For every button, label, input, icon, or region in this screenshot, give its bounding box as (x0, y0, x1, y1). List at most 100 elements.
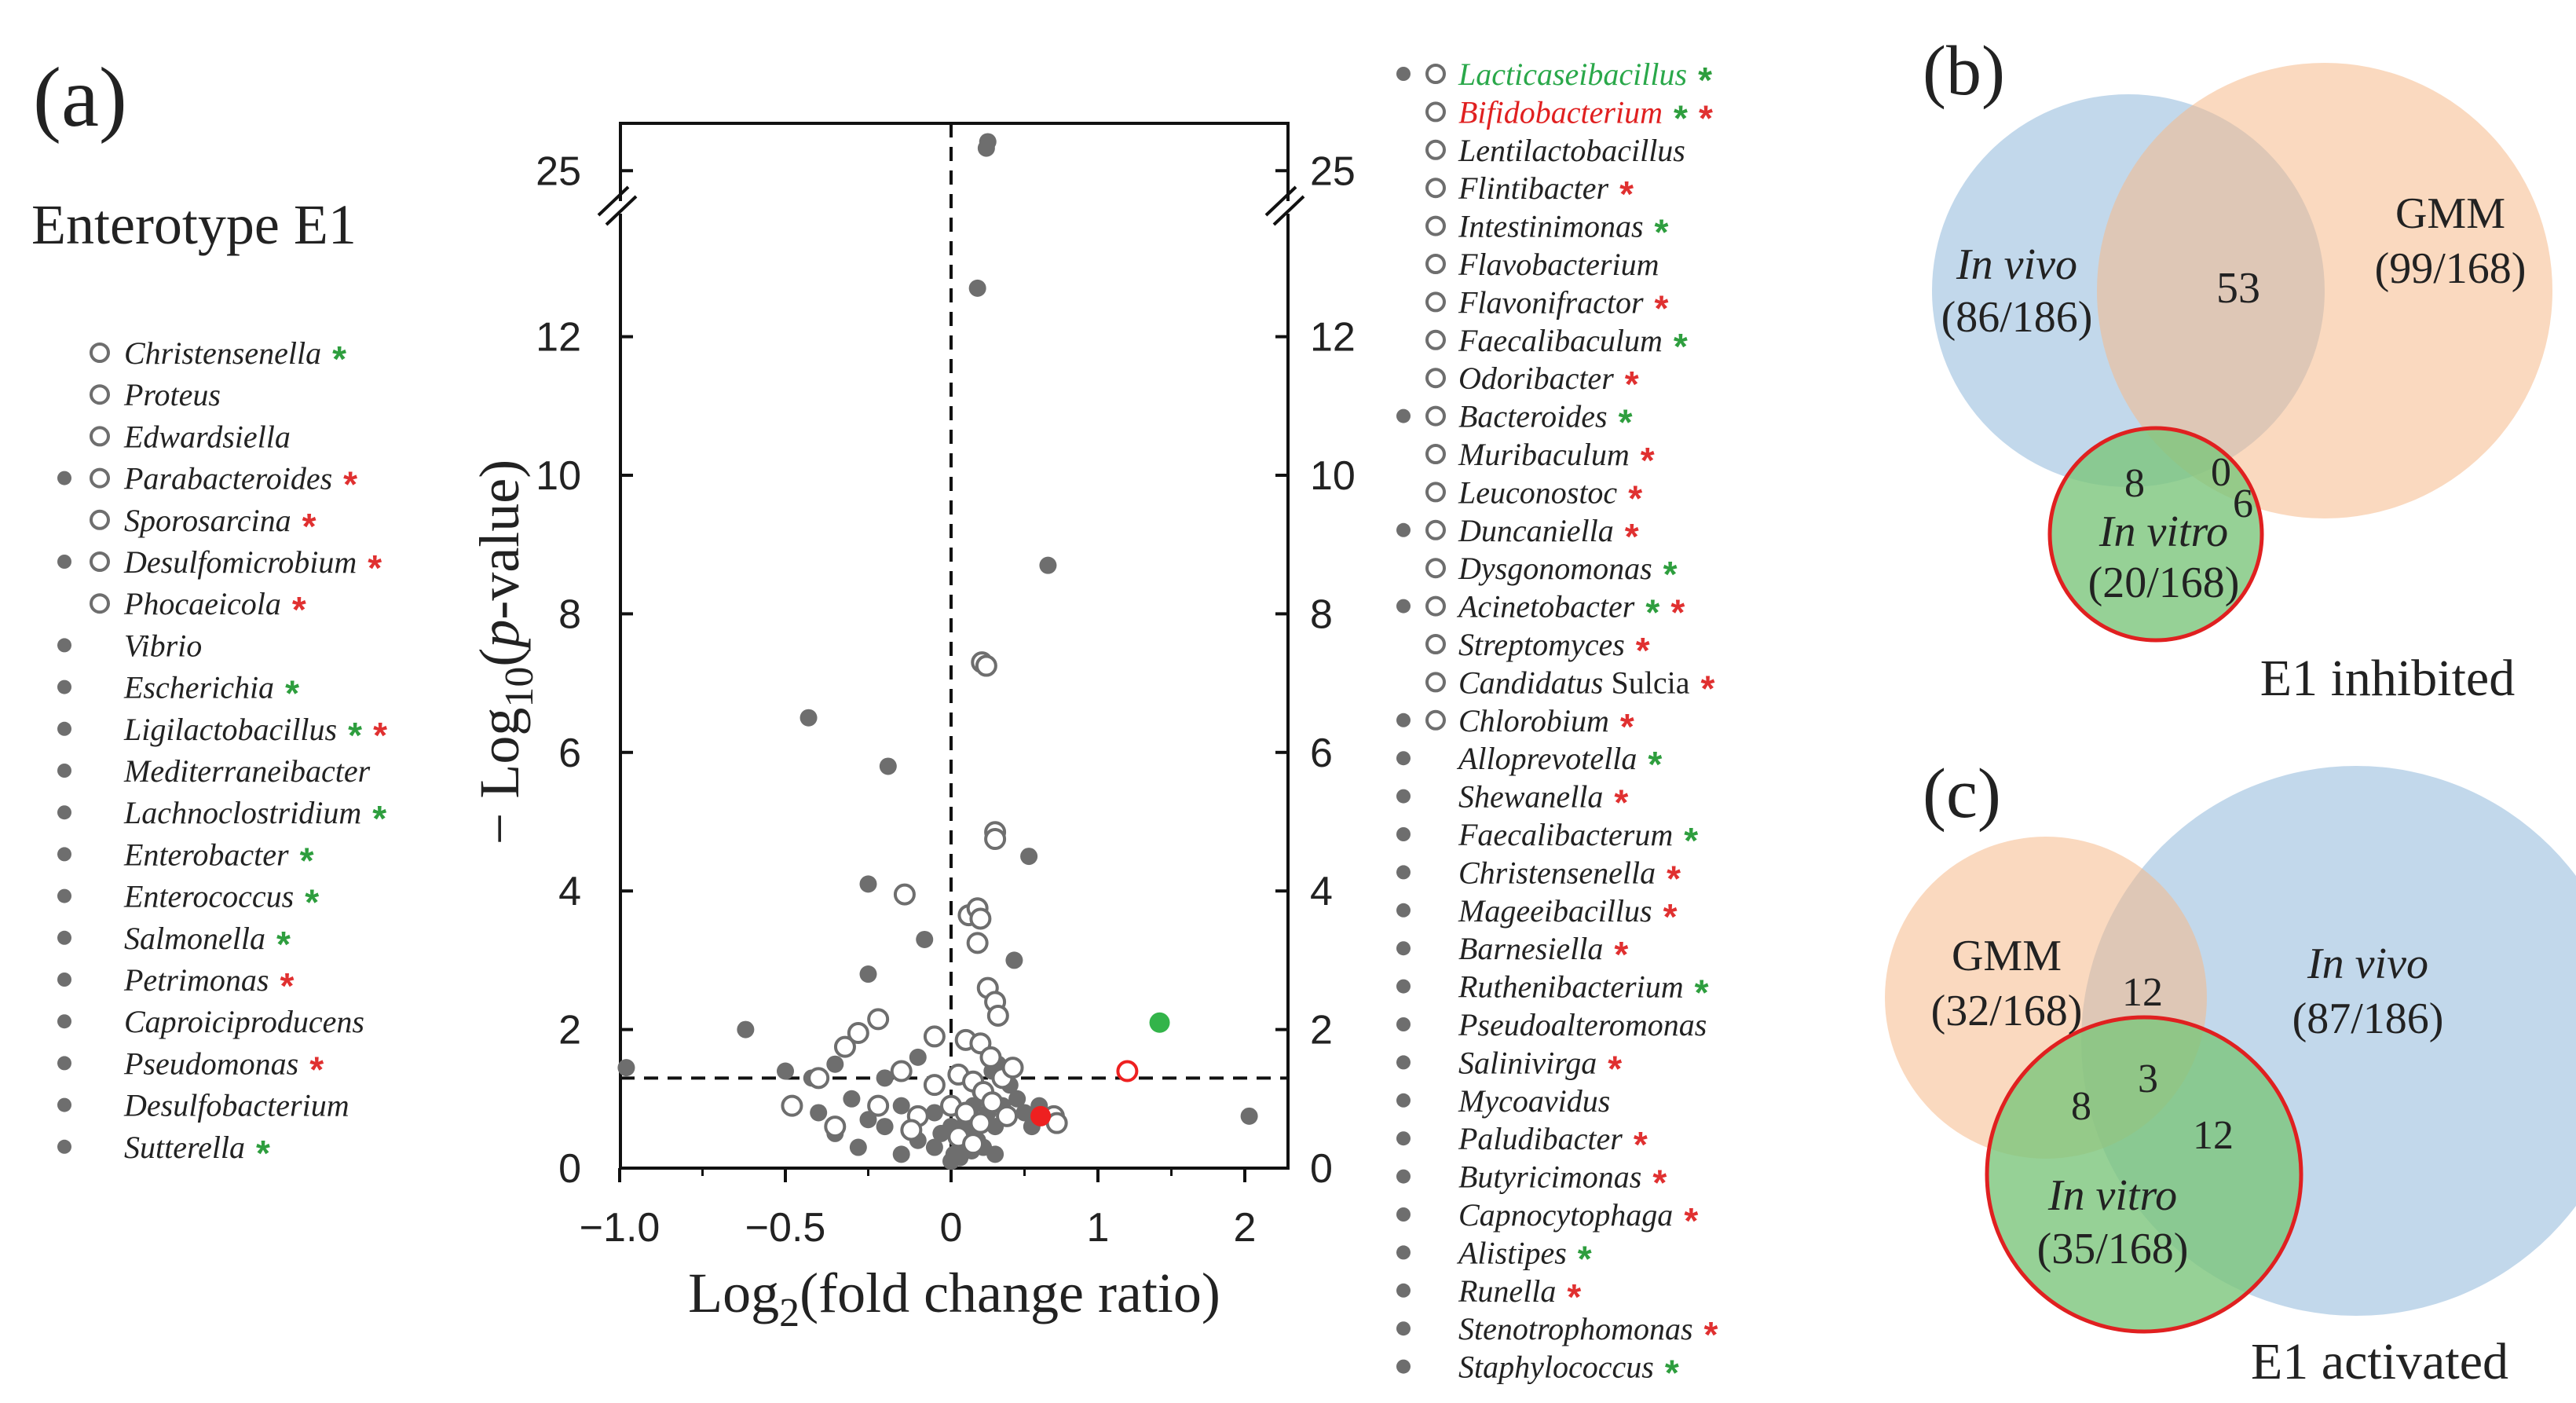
genus-name: Streptomyces (1458, 627, 1625, 662)
right-legend-item: Mageeibacillus * (1396, 893, 1678, 937)
right-legend-item: Duncaniella * (1396, 513, 1639, 557)
right-legend-item: Pseudoalteromonas (1396, 1007, 1707, 1042)
green-star-icon: * (1645, 592, 1659, 633)
right-legend-item: Streptomyces * (1425, 627, 1650, 671)
left-legend-item: Salmonella * (57, 921, 291, 965)
genus-name-italic: Streptomyces (1458, 627, 1625, 662)
genus-name: Lentilactobacillus (1458, 133, 1685, 168)
point-filled (737, 1020, 755, 1039)
right-legend-item: Faecalibaculum * (1425, 323, 1688, 367)
point-filled (892, 1097, 910, 1115)
point-filled (1015, 1104, 1034, 1122)
green-star-icon: * (276, 924, 291, 965)
x-axis-label-sub: 2 (779, 1291, 800, 1335)
x-tick-label: −1.0 (580, 1205, 660, 1251)
right-legend-item: Flavobacterium (1425, 247, 1659, 282)
venn-c-gmm-label: GMM (1952, 932, 2062, 980)
point-filled (986, 1145, 1004, 1163)
genus-name: Faecalibacterum (1458, 817, 1673, 852)
break-slash (1272, 195, 1305, 226)
venn-c-invitro-circle (1985, 1015, 2303, 1334)
genus-name-italic: Flavobacterium (1458, 247, 1659, 282)
right-legend-item: Flavonifractor * (1425, 284, 1669, 328)
venn-c-n12b: 12 (2193, 1113, 2234, 1158)
genus-name: Stenotrophomonas (1458, 1311, 1693, 1346)
filled-marker (57, 805, 71, 820)
green-star-icon: * (1674, 326, 1688, 367)
genus-name: Ligilactobacillus (123, 712, 337, 747)
genus-name-italic: Alistipes (1456, 1235, 1567, 1270)
open-marker (1425, 178, 1446, 199)
red-star-icon: * (1636, 630, 1650, 671)
right-legend-item: Dysgonomonas * (1425, 551, 1678, 595)
filled-marker (57, 847, 71, 862)
genus-name-italic: Phocaeicola (123, 586, 281, 621)
venn-b-caption: E1 inhibited (2260, 650, 2515, 707)
red-star-icon: * (1634, 1124, 1648, 1165)
filled-marker (57, 471, 71, 485)
point-open (923, 1074, 946, 1097)
green-star-icon: * (256, 1133, 270, 1174)
right-legend-item: Alloprevotella * (1396, 741, 1662, 785)
filled-marker (1396, 827, 1411, 841)
right-legend-item: Acinetobacter * * (1396, 589, 1685, 633)
filled-marker (57, 973, 71, 987)
genus-name: Mediterraneibacter (123, 753, 371, 789)
genus-name-italic: Runella (1458, 1273, 1556, 1309)
point-filled (777, 1062, 794, 1080)
venn-c-gmm-count: (32/168) (1931, 987, 2083, 1035)
red-star-icon: * (1625, 516, 1639, 557)
break-slash (605, 195, 638, 226)
genus-name-italic: Vibrio (124, 628, 202, 663)
filled-marker (57, 638, 71, 653)
filled-marker (1396, 522, 1411, 537)
genus-name: Faecalibaculum (1458, 323, 1663, 358)
genus-name: Runella (1458, 1273, 1556, 1309)
right-legend-item: Lacticaseibacillus * (1396, 57, 1712, 101)
y-axis-label: − Log10(p-value) (468, 460, 542, 844)
point-filled (879, 757, 897, 775)
point-filled (1039, 556, 1057, 574)
filled-marker (1396, 789, 1411, 804)
genus-name-italic: Chlorobium (1458, 703, 1609, 738)
genus-name: Proteus (123, 377, 221, 412)
venn-b: (b) In vivo (86/186) GMM (99/168) 53 8 0… (1923, 32, 2552, 707)
point-open (966, 932, 989, 954)
genus-name: Edwardsiella (123, 419, 291, 454)
right-legend-item: Odoribacter * (1425, 361, 1639, 405)
genus-name-italic: Flintibacter (1458, 170, 1609, 206)
genus-name: Christensenella (124, 335, 321, 371)
point-open (781, 1094, 803, 1117)
red-star-icon: * (309, 1049, 324, 1090)
left-legend-item: Vibrio (57, 628, 202, 663)
point-open (923, 1025, 946, 1048)
genus-name-italic: Christensenella (124, 335, 321, 371)
genus-name: Lacticaseibacillus (1458, 57, 1687, 92)
open-marker (1425, 254, 1446, 274)
left-legend-item: Lachnoclostridium * (57, 795, 386, 839)
genus-name: Acinetobacter (1456, 589, 1635, 625)
genus-name: Mageeibacillus (1458, 893, 1652, 929)
right-legend-item: Bifidobacterium * * (1425, 94, 1713, 138)
genus-name-italic: Caproiciproducens (124, 1004, 364, 1039)
left-legend-item: Proteus (90, 377, 221, 412)
data-points (617, 133, 1258, 1170)
genus-name: Alloprevotella (1456, 741, 1637, 776)
open-marker (1425, 672, 1446, 693)
left-legend-item: Parabacteroides * (57, 461, 357, 505)
venn-b-n6: 6 (2233, 482, 2253, 526)
point-filled (1020, 848, 1038, 866)
right-legend-item: Staphylococcus * (1396, 1350, 1679, 1394)
filled-marker (1396, 979, 1411, 994)
y-axis-label-sub: 10 (497, 667, 542, 708)
genus-name: Pseudomonas (123, 1046, 298, 1081)
red-star-icon: * (1628, 478, 1642, 518)
genus-name-italic: Mageeibacillus (1458, 893, 1652, 929)
panel-label-a: (a) (33, 51, 127, 145)
filled-marker (1396, 941, 1411, 956)
filled-marker (1396, 1207, 1411, 1222)
filled-marker (57, 680, 71, 694)
filled-marker (57, 1014, 71, 1029)
genus-name: Christensenella (1458, 855, 1656, 890)
right-legend: Lacticaseibacillus *Bifidobacterium * *Lent… (1396, 57, 1718, 1394)
